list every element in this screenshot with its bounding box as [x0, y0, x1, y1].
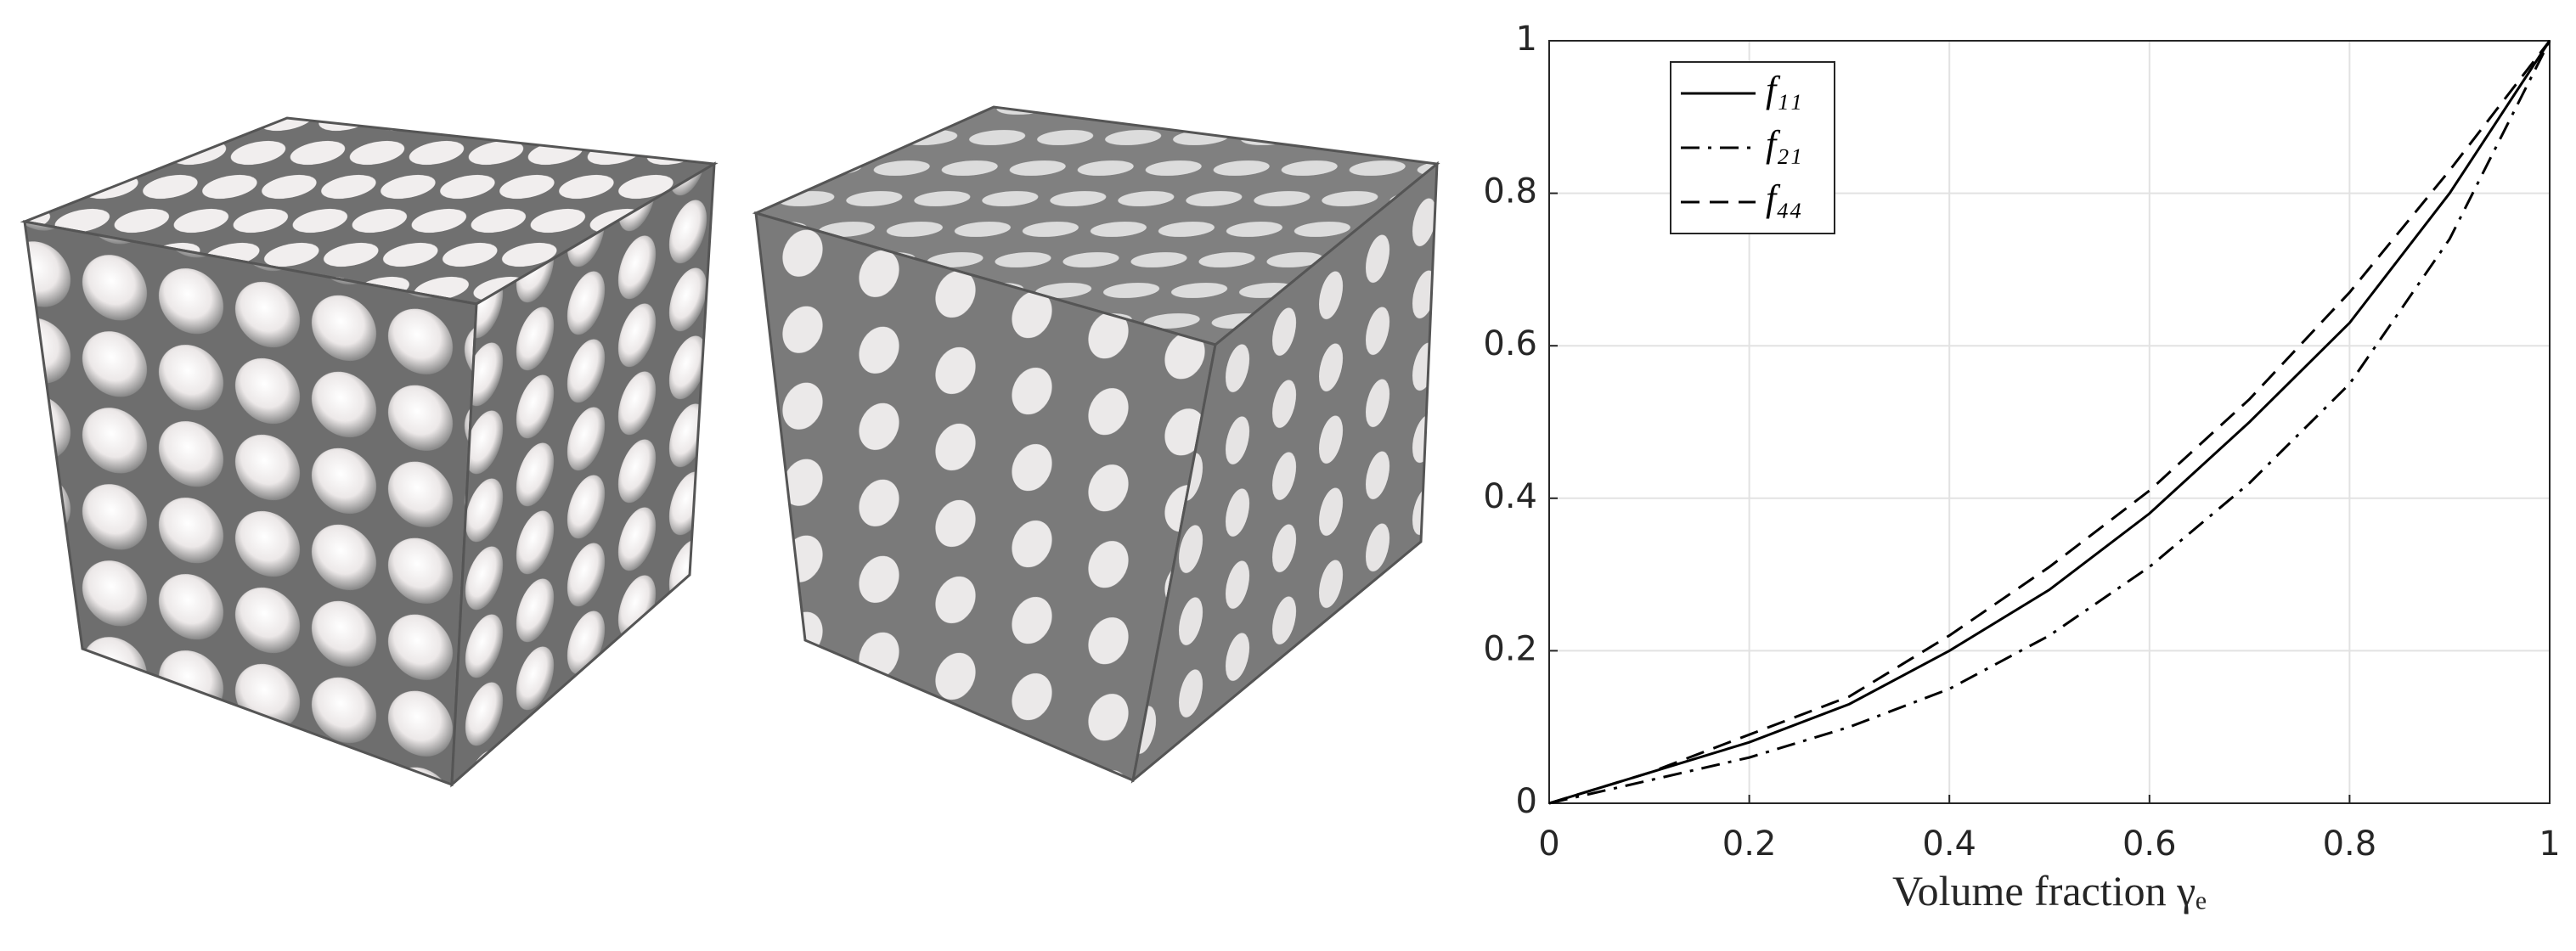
lattice-right	[752, 105, 1440, 784]
y-tick-label: 0.8	[1483, 172, 1537, 211]
x-tick-label: 0.6	[2122, 824, 2177, 864]
y-tick-label: 0.2	[1483, 629, 1537, 668]
series-line	[1548, 40, 2551, 805]
series-line	[1548, 40, 2551, 805]
x-tick-label: 0	[1538, 824, 1559, 864]
x-axis-label: Volume fraction γₑ	[1892, 867, 2207, 914]
y-tick-label: 0.6	[1483, 324, 1537, 363]
legend-label: f₂₁	[1766, 123, 1802, 165]
chart: 0 0.2 0.4 0.6 0.8 1 0 0.2 0.4 0.6 0.8 1 Volume fract…	[1483, 20, 2560, 914]
y-tick-label: 0.4	[1483, 477, 1537, 516]
x-tick-label: 0.2	[1722, 824, 1777, 864]
y-tick-label: 1	[1516, 20, 1537, 59]
x-tick-label: 1	[2539, 824, 2560, 864]
series-line	[1548, 40, 2551, 805]
legend-label: f₁₁	[1766, 69, 1802, 110]
x-tick-label: 0.4	[1922, 824, 1976, 864]
legend-label: f₄₄	[1766, 177, 1802, 219]
lattice-left	[20, 116, 719, 788]
axes-box	[1548, 40, 2551, 804]
x-tick-label: 0.8	[2323, 824, 2377, 864]
y-tick-label: 0	[1516, 782, 1537, 821]
